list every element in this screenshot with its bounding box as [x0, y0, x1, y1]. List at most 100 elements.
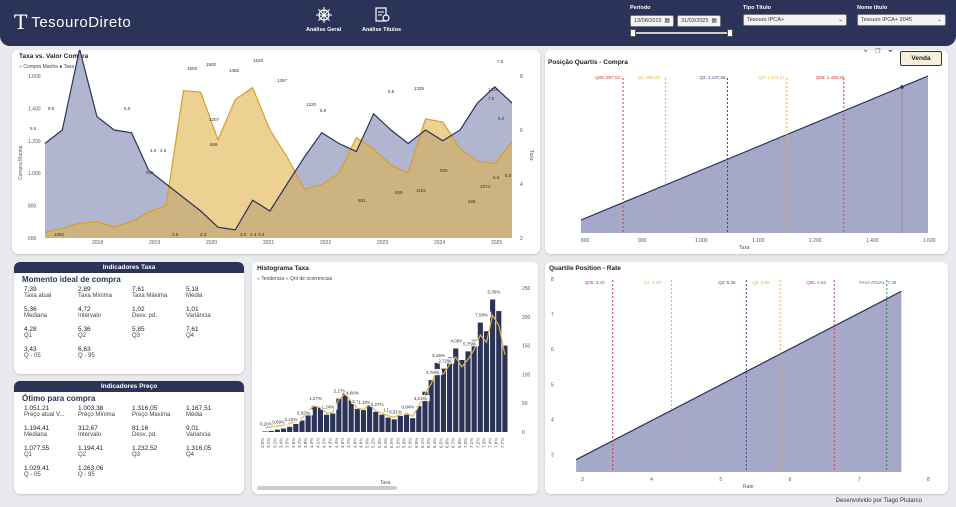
copy-icon[interactable]: ❐	[875, 49, 881, 55]
x-tick: 7	[858, 477, 861, 483]
kpi-item: 1.232,52 Q3	[132, 445, 188, 458]
annotation-label: 801	[358, 198, 366, 203]
annotation-label: 4.5	[160, 148, 167, 153]
annotation-label: 5.5	[493, 175, 500, 180]
compra-line	[44, 86, 513, 233]
kpi-value: 9,01	[186, 425, 199, 432]
nome-titulo-select[interactable]: Tesouro IPCA+ 2045 ⌄	[857, 14, 946, 26]
hist-bar	[391, 419, 397, 432]
x-axis-label: Taxa	[739, 245, 750, 251]
hist-x-tick: 5.6%	[395, 438, 400, 448]
annotation-label: 1074	[480, 184, 491, 189]
kpi-item: 1,02 Desv. pd.	[132, 306, 188, 319]
kpi-label: Q - 95	[78, 472, 95, 478]
hist-bar	[434, 362, 440, 432]
pct-label: 0,69%	[272, 420, 285, 425]
hist-x-tick: 3.8%	[303, 438, 308, 448]
kpi-label: Q - 05	[24, 353, 41, 359]
hist-bar	[416, 406, 422, 432]
annotation-label: 3.5	[172, 232, 179, 237]
quartile-label: Q3: 1.274,47	[759, 75, 786, 80]
hist-bar	[397, 415, 403, 432]
pin-icon[interactable]: ⌖	[864, 49, 868, 55]
histograma-scrollbar[interactable]	[257, 486, 397, 490]
quartile-label: Q95: 1.405,90	[816, 75, 845, 80]
hist-x-tick: 6.0%	[414, 438, 419, 448]
logo-mark: T	[14, 10, 28, 34]
y-left-label: Compra Manha	[18, 145, 24, 180]
hist-bar	[354, 408, 360, 432]
rate-quartile-card: Quartile Position - Rate Q05: 3.43 Q1: 4.…	[545, 262, 948, 494]
pct-label-bg	[474, 311, 492, 318]
hist-bar	[502, 345, 508, 432]
y-tick: 50	[522, 401, 528, 407]
x-tick: 1.200	[809, 238, 822, 244]
y-tick: 4	[551, 417, 554, 423]
hist-bar	[287, 426, 293, 432]
compra-area	[581, 76, 928, 233]
top-header: T TesouroDireto Análise Geral Análise Tí…	[0, 0, 956, 46]
kpi-value: 4,72	[78, 306, 91, 313]
nav-analise-titulos[interactable]: Análise Títulos	[362, 6, 401, 33]
y-left-tick: 1.400	[28, 106, 41, 112]
annotation-label: 1509	[187, 66, 198, 71]
kpi-label: Variância	[186, 313, 211, 319]
y-right-label: Taxa	[528, 150, 534, 161]
quartile-label: Q2: 5.36	[718, 280, 736, 285]
tipo-titulo-select[interactable]: Tesouro IPCA+ ⌄	[743, 14, 847, 26]
kpi-value: 5,36	[78, 326, 91, 333]
x-tick: 2021	[263, 240, 274, 246]
hist-bar	[324, 414, 330, 432]
kpi-item: 7,39 Taxa atual	[24, 286, 80, 299]
hist-x-tick: 5.5%	[389, 438, 394, 448]
footer-credit: Desenvolvido por Tiago Plutarco	[835, 498, 922, 504]
nav-analise-titulos-label: Análise Títulos	[362, 27, 402, 33]
hist-bar	[465, 351, 471, 432]
kpi-label: Taxa atual	[24, 293, 52, 299]
date-slider-handle-end[interactable]	[727, 29, 733, 37]
kpi-label: Variancia	[186, 432, 211, 438]
hist-x-tick: 5.8%	[401, 438, 406, 448]
hist-x-tick: 7.7%	[500, 438, 505, 448]
hist-bar	[459, 360, 465, 432]
hist-bar	[280, 428, 287, 432]
logo-text: TesouroDireto	[31, 13, 132, 31]
hist-bar	[483, 331, 490, 432]
annotation-label: 7.0	[488, 96, 495, 101]
nav-analise-geral[interactable]: Análise Geral	[306, 6, 341, 33]
pct-label-bg	[259, 420, 276, 427]
annotation-label: 1316	[488, 87, 499, 92]
y-tick: 250	[522, 286, 531, 292]
kpi-item: 1.003,38 Preço Mínima	[78, 405, 134, 418]
tipo-titulo-label: Tipo Título	[743, 5, 772, 11]
pct-label: 3,21%	[414, 396, 427, 401]
y-tick: 5	[551, 382, 554, 388]
y-left-tick: 1.000	[28, 171, 41, 177]
legend-dot-ocorrencias: ●	[285, 276, 289, 282]
kpi-item: 81,16 Desv. pd.	[132, 425, 188, 438]
pct-label: 2,27%	[334, 389, 347, 394]
annotation-label: 1267	[277, 78, 288, 83]
x-tick: 1.600	[923, 238, 936, 244]
date-slider-handle-start[interactable]	[630, 29, 636, 37]
y-tick: 200	[522, 315, 531, 321]
venda-button[interactable]: Venda	[900, 51, 942, 66]
annotation-label: 1207	[209, 117, 220, 122]
kpi-label: Q4	[186, 333, 195, 339]
annotation-label: 668	[210, 142, 218, 147]
hist-bar	[373, 411, 379, 432]
date-start-input[interactable]: 13/08/2015 ▦	[630, 15, 674, 27]
date-end-input[interactable]: 31/03/2025 ▦	[677, 15, 721, 27]
filter-icon[interactable]: ⏷	[888, 49, 893, 55]
hist-x-tick: 4.0%	[309, 438, 314, 448]
hist-x-tick: 6.8%	[457, 438, 462, 448]
nav-analise-geral-label: Análise Geral	[306, 27, 342, 33]
annotation-label: 636	[146, 170, 154, 175]
pct-label: 1,24%	[322, 405, 335, 410]
hist-x-tick: 4.7%	[346, 438, 351, 448]
indicadores-preco-card: Indicadores Preço Ótimo para compra 1.05…	[14, 381, 244, 494]
visual-toolbar[interactable]: ⌖ ❐ ⏷	[864, 48, 893, 56]
x-axis-label: Rate	[743, 484, 754, 490]
indicadores-preco-subtitle: Ótimo para compra	[22, 394, 96, 403]
date-slider-track[interactable]	[632, 32, 730, 34]
